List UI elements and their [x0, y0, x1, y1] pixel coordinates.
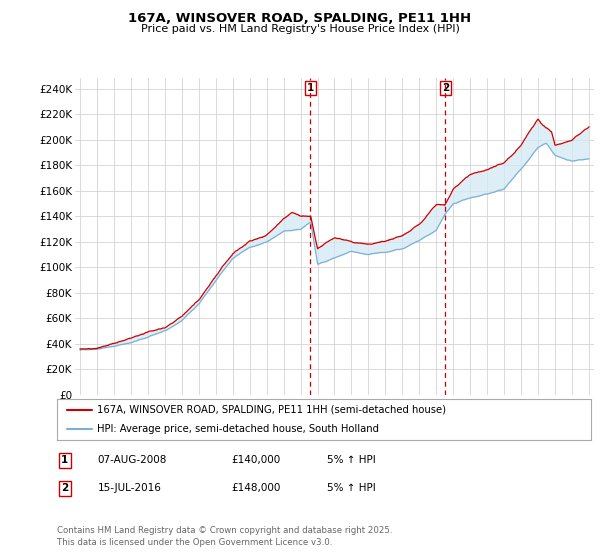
Text: 1: 1	[61, 455, 68, 465]
Text: Contains HM Land Registry data © Crown copyright and database right 2025.
This d: Contains HM Land Registry data © Crown c…	[57, 526, 392, 547]
Text: 167A, WINSOVER ROAD, SPALDING, PE11 1HH (semi-detached house): 167A, WINSOVER ROAD, SPALDING, PE11 1HH …	[97, 405, 446, 415]
Text: 5% ↑ HPI: 5% ↑ HPI	[327, 483, 376, 493]
Text: 15-JUL-2016: 15-JUL-2016	[98, 483, 161, 493]
Text: 2: 2	[61, 483, 68, 493]
Text: 5% ↑ HPI: 5% ↑ HPI	[327, 455, 376, 465]
Text: 07-AUG-2008: 07-AUG-2008	[98, 455, 167, 465]
Text: £140,000: £140,000	[231, 455, 280, 465]
Text: 1: 1	[307, 83, 314, 93]
Text: 2: 2	[442, 83, 449, 93]
Text: HPI: Average price, semi-detached house, South Holland: HPI: Average price, semi-detached house,…	[97, 424, 379, 434]
Text: £148,000: £148,000	[231, 483, 280, 493]
Text: Price paid vs. HM Land Registry's House Price Index (HPI): Price paid vs. HM Land Registry's House …	[140, 24, 460, 34]
Text: 167A, WINSOVER ROAD, SPALDING, PE11 1HH: 167A, WINSOVER ROAD, SPALDING, PE11 1HH	[128, 12, 472, 25]
